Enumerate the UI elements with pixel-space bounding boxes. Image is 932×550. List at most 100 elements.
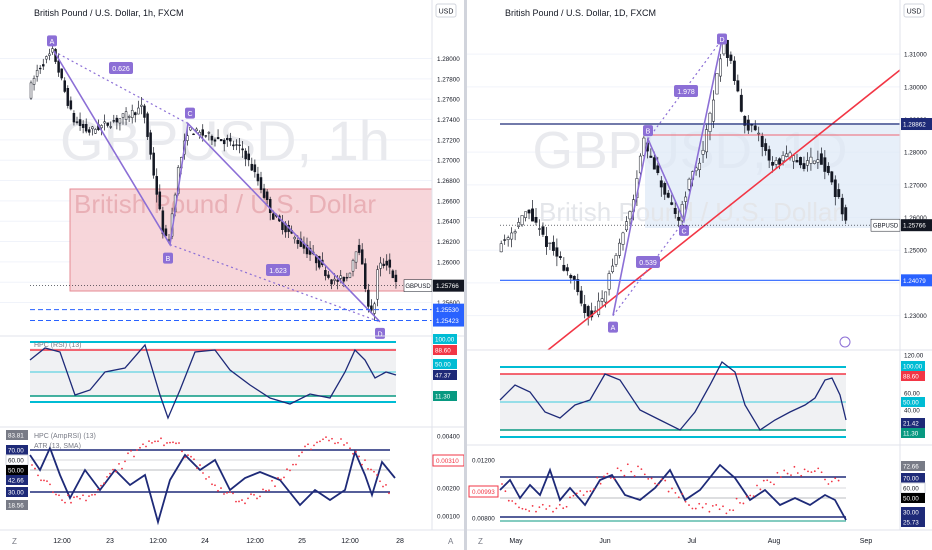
- right-pattern-point-badge[interactable]: [717, 33, 727, 45]
- left-atr-dot: [295, 463, 297, 466]
- left-atr-dot: [310, 448, 312, 451]
- right-level-badge: [901, 118, 932, 131]
- left-candle-body: [262, 188, 266, 198]
- right-atr-dot: [555, 507, 558, 510]
- left-ratio-badge[interactable]: [109, 62, 133, 74]
- right-candle-body: [614, 255, 618, 265]
- left-atr-dot: [67, 494, 69, 497]
- left-atr-dot: [85, 499, 87, 502]
- left-candle-body: [158, 191, 162, 210]
- left-candle-body: [207, 132, 211, 134]
- left-pattern-legs[interactable]: [53, 50, 381, 323]
- left-atr-dot: [277, 477, 279, 479]
- right-atr-dot: [749, 494, 752, 497]
- right-candle-body: [628, 211, 632, 220]
- right-price-tick: 1.26000: [904, 215, 927, 222]
- left-level-badge: [433, 303, 464, 316]
- left-atr-dot: [184, 456, 186, 459]
- left-price-tick: 1.27600: [437, 97, 460, 104]
- left-price-axis[interactable]: 1.28000 1.27800 1.27600 1.27400 1.27200 1.270…: [403, 56, 464, 327]
- right-pattern-bd[interactable]: [647, 39, 723, 140]
- right-pattern-point-badge[interactable]: [679, 224, 689, 236]
- right-candle-body: [565, 267, 569, 272]
- left-pattern-point-label: C: [187, 111, 192, 118]
- left-pattern-point-badge[interactable]: [185, 107, 195, 119]
- left-pattern-point-badge[interactable]: [47, 35, 57, 47]
- left-chart-panel[interactable]: GBPUSD, 1h British Pound / U.S. Dollar A…: [0, 0, 465, 550]
- left-harmonic-pattern[interactable]: A B C D 0.626 1.623: [30, 35, 432, 339]
- right-atr-dot: [773, 483, 775, 486]
- right-time-axis[interactable]: May Jun Jul Aug Sep: [509, 538, 872, 545]
- left-atr-dot: [337, 441, 339, 444]
- right-amprsi-pane[interactable]: 0.01200 0.00800 0.00993 72.66 70.00 60.00 50.0…: [467, 444, 932, 527]
- left-atr-dot: [127, 452, 129, 455]
- right-amp-badge: [901, 493, 925, 503]
- left-candle-body: [367, 289, 370, 307]
- right-zoom-icon[interactable]: Z: [478, 537, 483, 546]
- right-candle-body: [600, 298, 604, 302]
- right-rsi-tick: 40.00: [904, 408, 920, 415]
- left-candle-body: [394, 274, 398, 282]
- left-time-axis[interactable]: 12:00 23 12:00 24 12:00 25 12:00 28: [53, 538, 404, 545]
- right-amp-badge: [901, 461, 925, 471]
- left-candle-body: [75, 121, 79, 123]
- left-pattern-ac[interactable]: [53, 50, 189, 125]
- left-candle-body: [118, 118, 122, 124]
- right-pattern-point-badge[interactable]: [643, 125, 653, 137]
- right-price-axis[interactable]: 1.310001.300001.290001.280001.270001.260…: [870, 52, 932, 320]
- left-ratio-label: 0.626: [112, 66, 130, 73]
- left-atr-dot: [328, 439, 330, 442]
- right-atr-dot: [582, 494, 585, 497]
- right-currency-label[interactable]: [903, 3, 925, 18]
- right-atr-tick: 0.00800: [472, 516, 495, 523]
- right-atr-dot: [684, 500, 687, 503]
- left-price-tick: 1.26800: [437, 178, 460, 185]
- left-price-tick: 1.27000: [437, 158, 460, 165]
- right-atr-dot: [776, 471, 779, 474]
- right-ratio-badge[interactable]: [674, 85, 698, 97]
- left-candle-body: [235, 144, 238, 146]
- left-atr-dot: [160, 437, 162, 440]
- left-pattern-point-badge[interactable]: [163, 252, 173, 264]
- right-lightning-icon[interactable]: [839, 336, 851, 348]
- left-atr-dot: [172, 441, 174, 444]
- right-atr-dot: [790, 474, 792, 476]
- left-atr-dot: [343, 444, 345, 446]
- panel-divider[interactable]: [464, 0, 467, 550]
- left-amprsi-pane[interactable]: HPC (AmpRSI) (13) ATR (13, SMA) 83.81 70.00…: [0, 426, 465, 526]
- left-atr-dot: [91, 493, 93, 496]
- left-candle-body: [345, 277, 349, 279]
- left-symbol-text: GBPUSD: [405, 284, 431, 290]
- right-ratio-badge[interactable]: [636, 256, 660, 268]
- right-candle-body: [823, 157, 827, 172]
- right-pattern-point-badge[interactable]: [608, 321, 618, 333]
- right-trendline[interactable]: [547, 69, 901, 351]
- left-atr-dot: [232, 492, 234, 495]
- left-candle-body: [45, 56, 48, 60]
- left-auto-scale-button[interactable]: A: [448, 537, 454, 546]
- left-zoom-icon[interactable]: Z: [12, 537, 17, 546]
- left-candles: [29, 45, 398, 321]
- left-rsi-pane[interactable]: HPC (RSI) (13) 100.00 88.60 50.00 47.37 11.30: [0, 334, 464, 420]
- right-range-zone[interactable]: [645, 123, 900, 228]
- right-pattern-legs[interactable]: [612, 39, 723, 316]
- right-atr-dot: [735, 497, 738, 500]
- right-atr-dot: [538, 506, 541, 509]
- left-atr-dot: [346, 442, 348, 444]
- left-atr-dot: [115, 470, 117, 473]
- left-ratio-badge[interactable]: [266, 264, 290, 276]
- right-candle-body: [531, 208, 534, 222]
- left-currency-label[interactable]: [435, 3, 457, 18]
- right-chart-panel[interactable]: GBPUSD, 1D British Pound / U.S. Dollar A…: [467, 0, 932, 550]
- left-candle-body: [66, 88, 70, 106]
- right-candle-body: [687, 178, 691, 190]
- right-candle-body: [778, 158, 782, 165]
- right-harmonic-pattern[interactable]: A B C D 1.978 0.539: [500, 33, 901, 351]
- left-candle-body: [164, 228, 168, 236]
- left-candle-body: [339, 275, 342, 279]
- left-atr-dot: [235, 500, 237, 503]
- left-pattern-bd[interactable]: [169, 244, 381, 323]
- right-rsi-pane[interactable]: 120.00 60.00 40.00 100.00 88.60 50.00 21.42 11.…: [467, 349, 932, 438]
- right-candle-body: [802, 163, 806, 169]
